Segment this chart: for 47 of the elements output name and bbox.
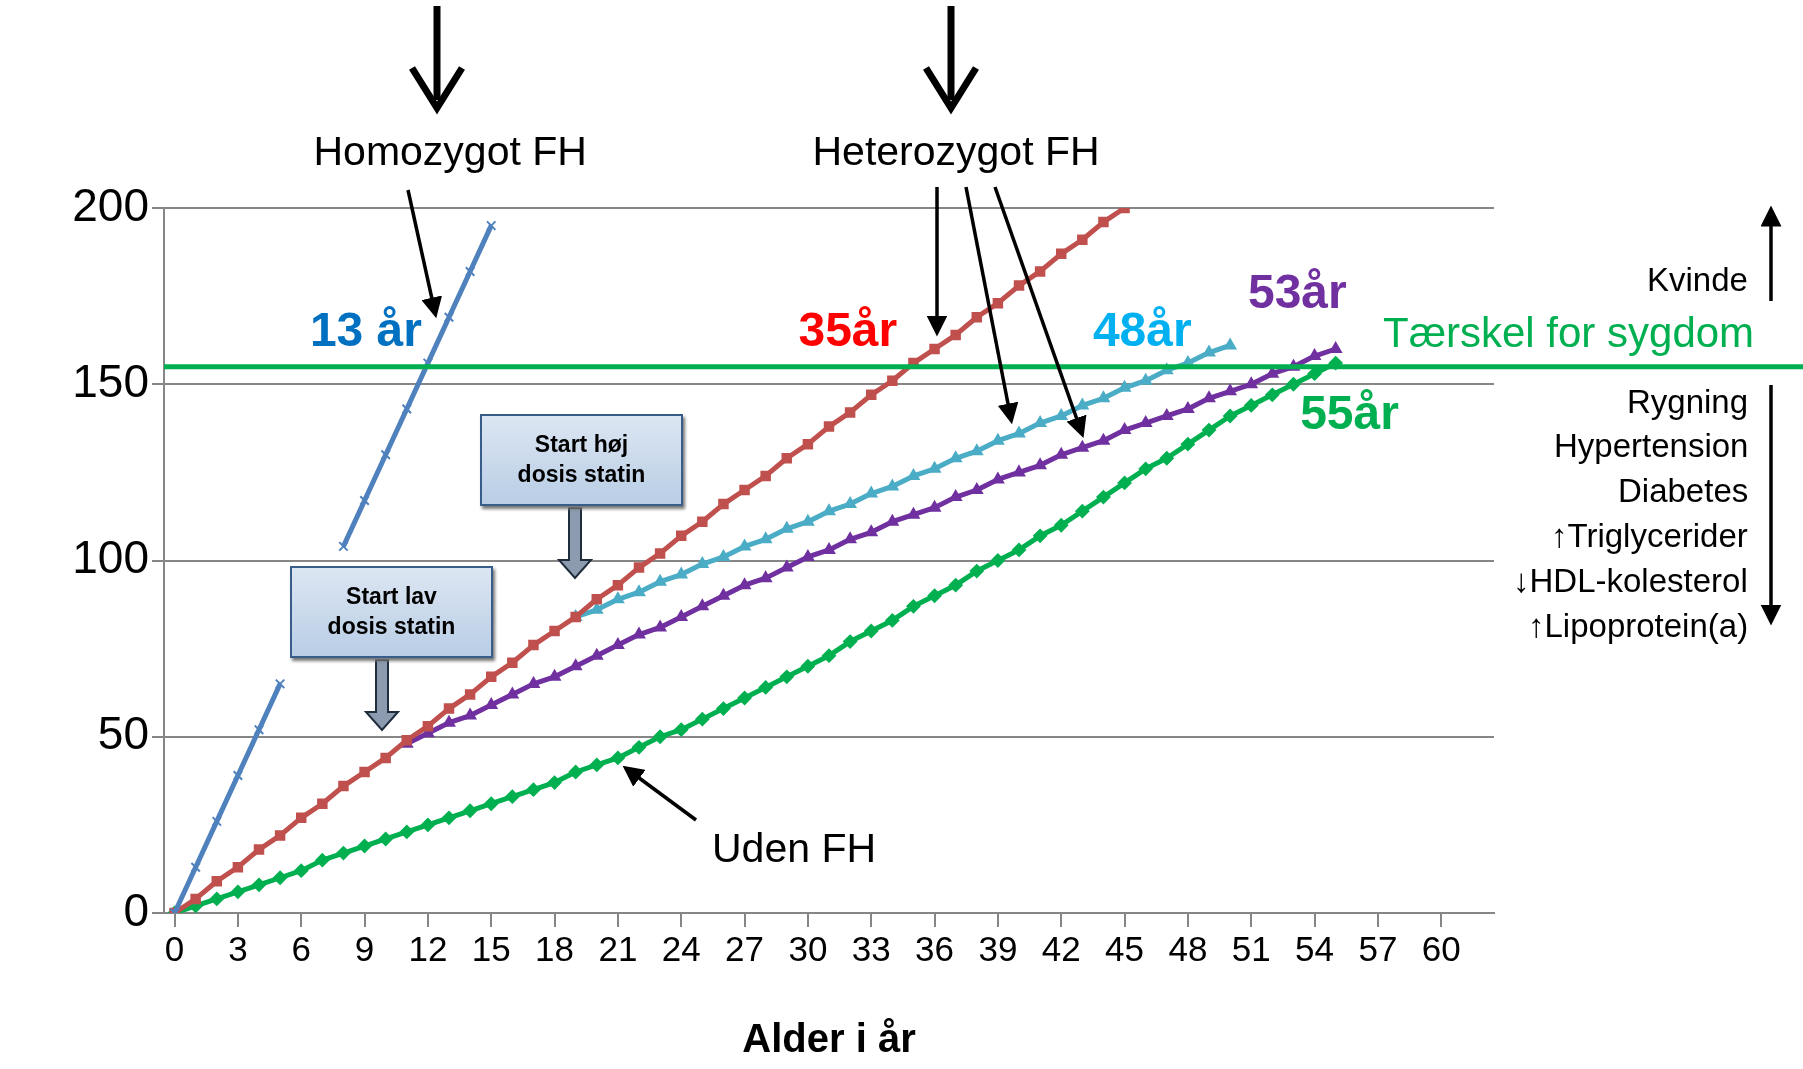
x-tick-label: 57 xyxy=(1358,928,1398,968)
x-tick-label: 15 xyxy=(471,928,511,968)
y-tick-label: 100 xyxy=(72,531,149,584)
y-tick-label: 50 xyxy=(97,707,149,760)
text: Heterozygot FH xyxy=(812,127,1100,175)
annotation: Uden FH xyxy=(712,824,877,872)
annotation: 13 år xyxy=(309,301,422,357)
x-tick-label: 3 xyxy=(228,928,248,968)
text: Kvinde xyxy=(1647,261,1748,299)
text: Rygning xyxy=(1627,383,1749,421)
x-tick-label: 21 xyxy=(598,928,638,968)
x-tick-label: 51 xyxy=(1231,928,1271,968)
annotation: 53år xyxy=(1247,263,1347,319)
text: ↓HDL-kolesterol xyxy=(1513,562,1748,600)
x-tick-label: 18 xyxy=(535,928,575,968)
callout-box: Start høj dosis statin xyxy=(480,414,683,506)
y-tick-label: 200 xyxy=(72,178,149,231)
text: ↑Triglycerider xyxy=(1551,517,1748,555)
x-axis-title: Alder i år xyxy=(742,1016,916,1061)
annotation: Start høj dosis statin xyxy=(516,430,647,489)
annotation: Start lav dosis statin xyxy=(326,582,457,641)
text: Diabetes xyxy=(1618,472,1749,510)
x-tick-label: 12 xyxy=(408,928,448,968)
annotation: 35år xyxy=(798,301,898,357)
x-tick-label: 54 xyxy=(1295,928,1335,968)
annotation: 48år xyxy=(1092,301,1192,357)
x-tick-label: 45 xyxy=(1105,928,1145,968)
x-tick-label: 24 xyxy=(661,928,701,968)
x-tick-label: 6 xyxy=(291,928,311,968)
text: Hypertension xyxy=(1554,427,1749,465)
x-tick-label: 36 xyxy=(915,928,955,968)
annotation: 55år xyxy=(1300,384,1399,440)
text: Homozygot FH xyxy=(313,127,587,175)
x-tick-label: 33 xyxy=(851,928,891,968)
text: ↑Lipoprotein(a) xyxy=(1528,607,1749,645)
x-tick-label: 27 xyxy=(725,928,765,968)
x-tick-label: 60 xyxy=(1421,928,1461,968)
x-tick-label: 48 xyxy=(1168,928,1208,968)
x-tick-label: 39 xyxy=(978,928,1018,968)
y-tick-label: 0 xyxy=(123,883,149,936)
x-tick-label: 0 xyxy=(164,928,185,968)
x-tick-label: 30 xyxy=(788,928,828,968)
callout-box: Start lav dosis statin xyxy=(290,566,493,658)
ref-line-label: Tærskel for sygdom xyxy=(1383,308,1755,357)
x-tick-label: 9 xyxy=(354,928,375,968)
y-tick-label: 150 xyxy=(72,354,149,407)
x-tick-label: 42 xyxy=(1041,928,1081,968)
